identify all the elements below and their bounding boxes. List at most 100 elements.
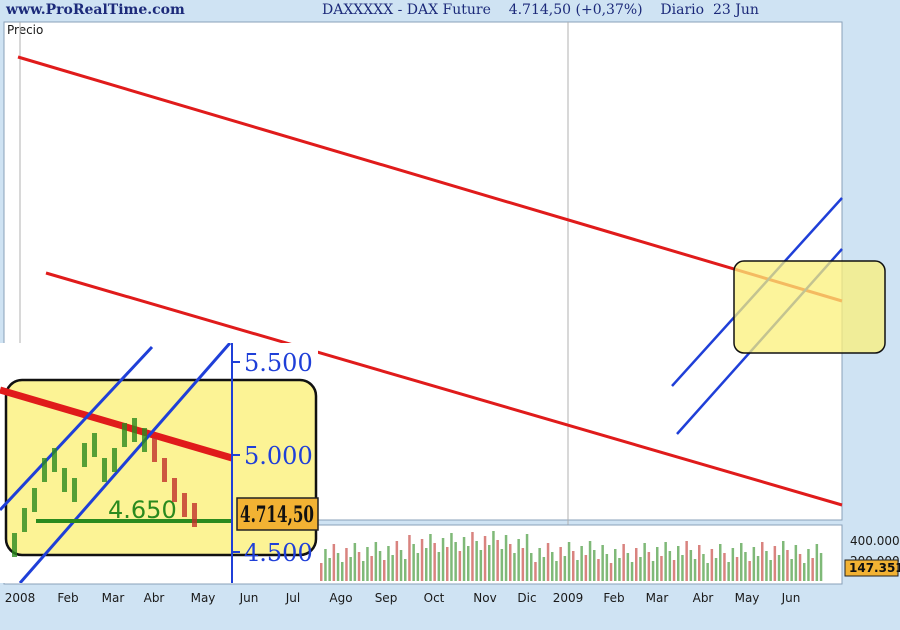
volume-bar xyxy=(815,544,819,581)
inset-candle xyxy=(172,478,177,502)
volume-bar xyxy=(773,546,777,581)
title-bar: www.ProRealTime.com DAXXXXX - DAX Future… xyxy=(0,0,900,22)
volume-bar xyxy=(597,559,600,581)
volume-bar xyxy=(748,561,751,581)
inset-candle xyxy=(182,493,187,517)
x-tick-label: Abr xyxy=(693,591,714,605)
volume-bar xyxy=(593,550,596,581)
volume-bar xyxy=(639,557,642,581)
chart-title: DAXXXXX - DAX Future 4.714,50 (+0,37%) D… xyxy=(322,2,759,18)
inset-candle xyxy=(142,428,147,452)
x-tick-label: Abr xyxy=(144,591,165,605)
x-tick-label: May xyxy=(735,591,760,605)
inset-last-price-tag xyxy=(236,497,319,531)
volume-bar xyxy=(702,554,705,581)
volume-bar xyxy=(450,533,453,581)
volume-bar xyxy=(710,549,714,581)
volume-bar xyxy=(735,557,739,581)
lower-downtrend-line xyxy=(45,271,843,507)
volume-bar xyxy=(790,559,793,581)
volume-bar xyxy=(441,538,445,581)
volume-bar xyxy=(740,543,743,581)
volume-bar xyxy=(719,544,722,581)
x-tick-label: Oct xyxy=(424,591,445,605)
volume-bar xyxy=(563,556,567,581)
volume-bar xyxy=(332,544,336,581)
volume-bar xyxy=(454,542,457,581)
inset-upper-channel xyxy=(0,345,154,512)
inset-y-tick-label: 5.000 xyxy=(244,442,313,470)
volume-bar xyxy=(580,546,583,581)
x-tick-label: Feb xyxy=(57,591,78,605)
volume-bar xyxy=(525,534,529,581)
volume-bar xyxy=(546,543,550,581)
volume-bar xyxy=(357,552,361,581)
inset-candle xyxy=(82,443,87,467)
volume-bar xyxy=(723,553,726,581)
volume-bar xyxy=(677,546,680,581)
volume-bar xyxy=(475,541,478,581)
volume-bar xyxy=(689,550,693,581)
volume-bar xyxy=(811,558,814,581)
volume-bar xyxy=(576,560,579,581)
x-tick-label: Jun xyxy=(239,591,259,605)
volume-bar xyxy=(614,549,617,581)
inset-candle xyxy=(152,438,157,462)
volume-bar xyxy=(399,550,403,581)
volume-bar xyxy=(416,553,420,581)
inset-y-tick-label: 5.500 xyxy=(244,349,313,377)
x-tick-label: May xyxy=(191,591,216,605)
volume-bar xyxy=(324,549,327,581)
volume-bar xyxy=(756,556,760,581)
inset-candle xyxy=(72,478,77,502)
volume-bar xyxy=(500,549,504,581)
volume-bar xyxy=(366,547,369,581)
volume-bar xyxy=(391,555,394,581)
volume-bar xyxy=(618,558,621,581)
volume-bar xyxy=(496,540,499,581)
x-tick-label: Dic xyxy=(517,591,536,605)
volume-tick-label: 400.000 xyxy=(850,534,900,548)
volume-bar xyxy=(492,531,495,581)
volume-bar xyxy=(605,554,609,581)
volume-bar xyxy=(374,542,378,581)
inset-y-tick-label: 4.500 xyxy=(244,539,313,567)
volume-bar xyxy=(513,553,516,581)
volume-bar xyxy=(521,548,525,581)
x-tick-label: Mar xyxy=(102,591,125,605)
inset-candle xyxy=(192,503,197,527)
volume-bar xyxy=(635,548,638,581)
volume-bar xyxy=(777,555,781,581)
time-axis: 2008 Feb Mar Abr May Jun Jul Ago Sep Oct Nov Dic 200… xyxy=(5,591,801,605)
volume-bar xyxy=(622,544,625,581)
x-tick-label: Jul xyxy=(285,591,300,605)
volume-bar xyxy=(630,562,634,581)
volume-bar xyxy=(446,547,449,581)
volume-bar xyxy=(567,542,571,581)
volume-bar xyxy=(794,545,798,581)
zoom-inset: 4.650 5.500 5.000 4.500 4.714,50 xyxy=(0,343,319,583)
inset-support-label: 4.650 xyxy=(108,496,177,524)
volume-bar xyxy=(714,558,718,581)
volume-bar xyxy=(651,561,655,581)
volume-bar xyxy=(483,536,487,581)
volume-bar xyxy=(769,560,772,581)
inset-candle xyxy=(102,458,107,482)
panel-label: Precio xyxy=(7,23,43,37)
inset-candle xyxy=(92,433,97,457)
volume-bar xyxy=(693,559,697,581)
volume-bar xyxy=(672,560,676,581)
volume-bar xyxy=(681,555,684,581)
volume-bar xyxy=(782,541,785,581)
volume-bar xyxy=(584,555,588,581)
volume-bar xyxy=(328,558,331,581)
volume-bar xyxy=(786,550,789,581)
site-link[interactable]: www.ProRealTime.com xyxy=(6,2,185,18)
volume-bar xyxy=(572,551,575,581)
inset-candle xyxy=(22,508,27,532)
volume-bar xyxy=(656,547,659,581)
volume-bar xyxy=(336,553,340,581)
volume-bar xyxy=(420,539,424,581)
volume-bar xyxy=(341,562,344,581)
